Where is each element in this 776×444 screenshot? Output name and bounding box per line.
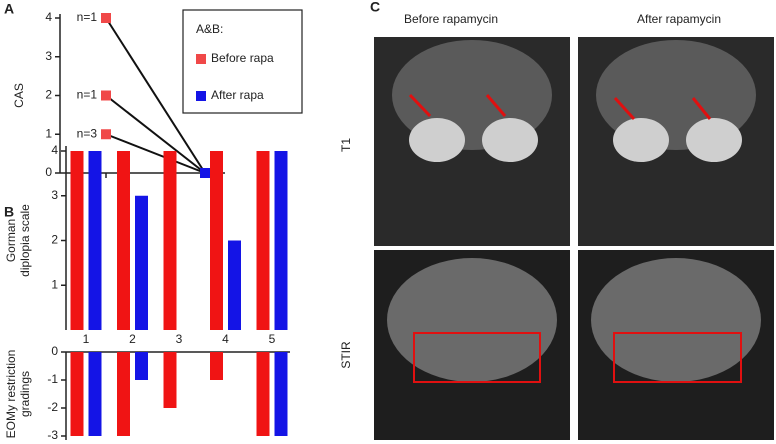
bar [163,151,177,330]
bar [135,195,148,330]
panel-label: A [4,1,14,17]
bar [256,151,270,330]
row-label: T1 [339,138,353,152]
column-label: After rapamycin [637,12,721,26]
mri-images [374,37,774,440]
y-tick-label: 1 [51,277,58,291]
bar [88,352,102,436]
x-tick-label: 2 [129,332,136,346]
legend-swatch [196,54,206,64]
bar [70,151,84,330]
y-tick-label: 0 [51,344,58,358]
bar [88,151,102,330]
y-tick-label: 2 [51,233,58,247]
y-tick-label: 3 [45,49,52,63]
legend-label: Before rapa [211,51,274,65]
y-axis-label: gradings [18,371,32,417]
y-tick-label: 0 [45,165,52,179]
y-axis-label: diplopia scale [18,204,32,277]
y-tick-label: 4 [45,10,52,24]
line [105,94,206,174]
legend-label: After rapa [211,88,264,102]
annotation: n=3 [77,126,98,140]
y-axis-label: CAS [12,83,26,108]
bar [163,352,177,408]
y-tick-label: 2 [45,88,52,102]
bar [117,352,130,436]
y-tick-label: 3 [51,188,58,202]
annotation: n=1 [77,10,98,24]
row-label: STIR [339,341,353,369]
annotation: n=1 [77,88,98,102]
y-tick-label: -1 [47,372,58,386]
bar [70,352,84,436]
marker [101,13,111,23]
panel-label: B [4,204,14,220]
column-label: Before rapamycin [404,12,498,26]
bar [135,352,148,380]
line [105,133,206,174]
y-tick-label: 1 [45,126,52,140]
bar [210,352,223,380]
bar [228,240,241,330]
bar [274,352,288,436]
x-tick-label: 4 [222,332,229,346]
x-tick-label: 3 [176,332,183,346]
marker [200,168,210,178]
bar [117,151,130,330]
y-axis-label: EOMy restriction [4,350,18,439]
y-tick-label: -3 [47,428,58,442]
bar [256,352,270,436]
y-axis-label: Gorman [4,219,18,262]
bar [274,151,288,330]
x-tick-label: 1 [83,332,90,346]
legend-swatch [196,91,206,101]
line [105,17,206,174]
x-tick-label: 5 [269,332,276,346]
y-tick-label: 4 [51,143,58,157]
bar [210,151,223,330]
panel-label: C [370,0,380,15]
marker [101,90,111,101]
marker [101,129,111,140]
legend-title: A&B: [196,22,223,36]
y-tick-label: -2 [47,400,58,414]
